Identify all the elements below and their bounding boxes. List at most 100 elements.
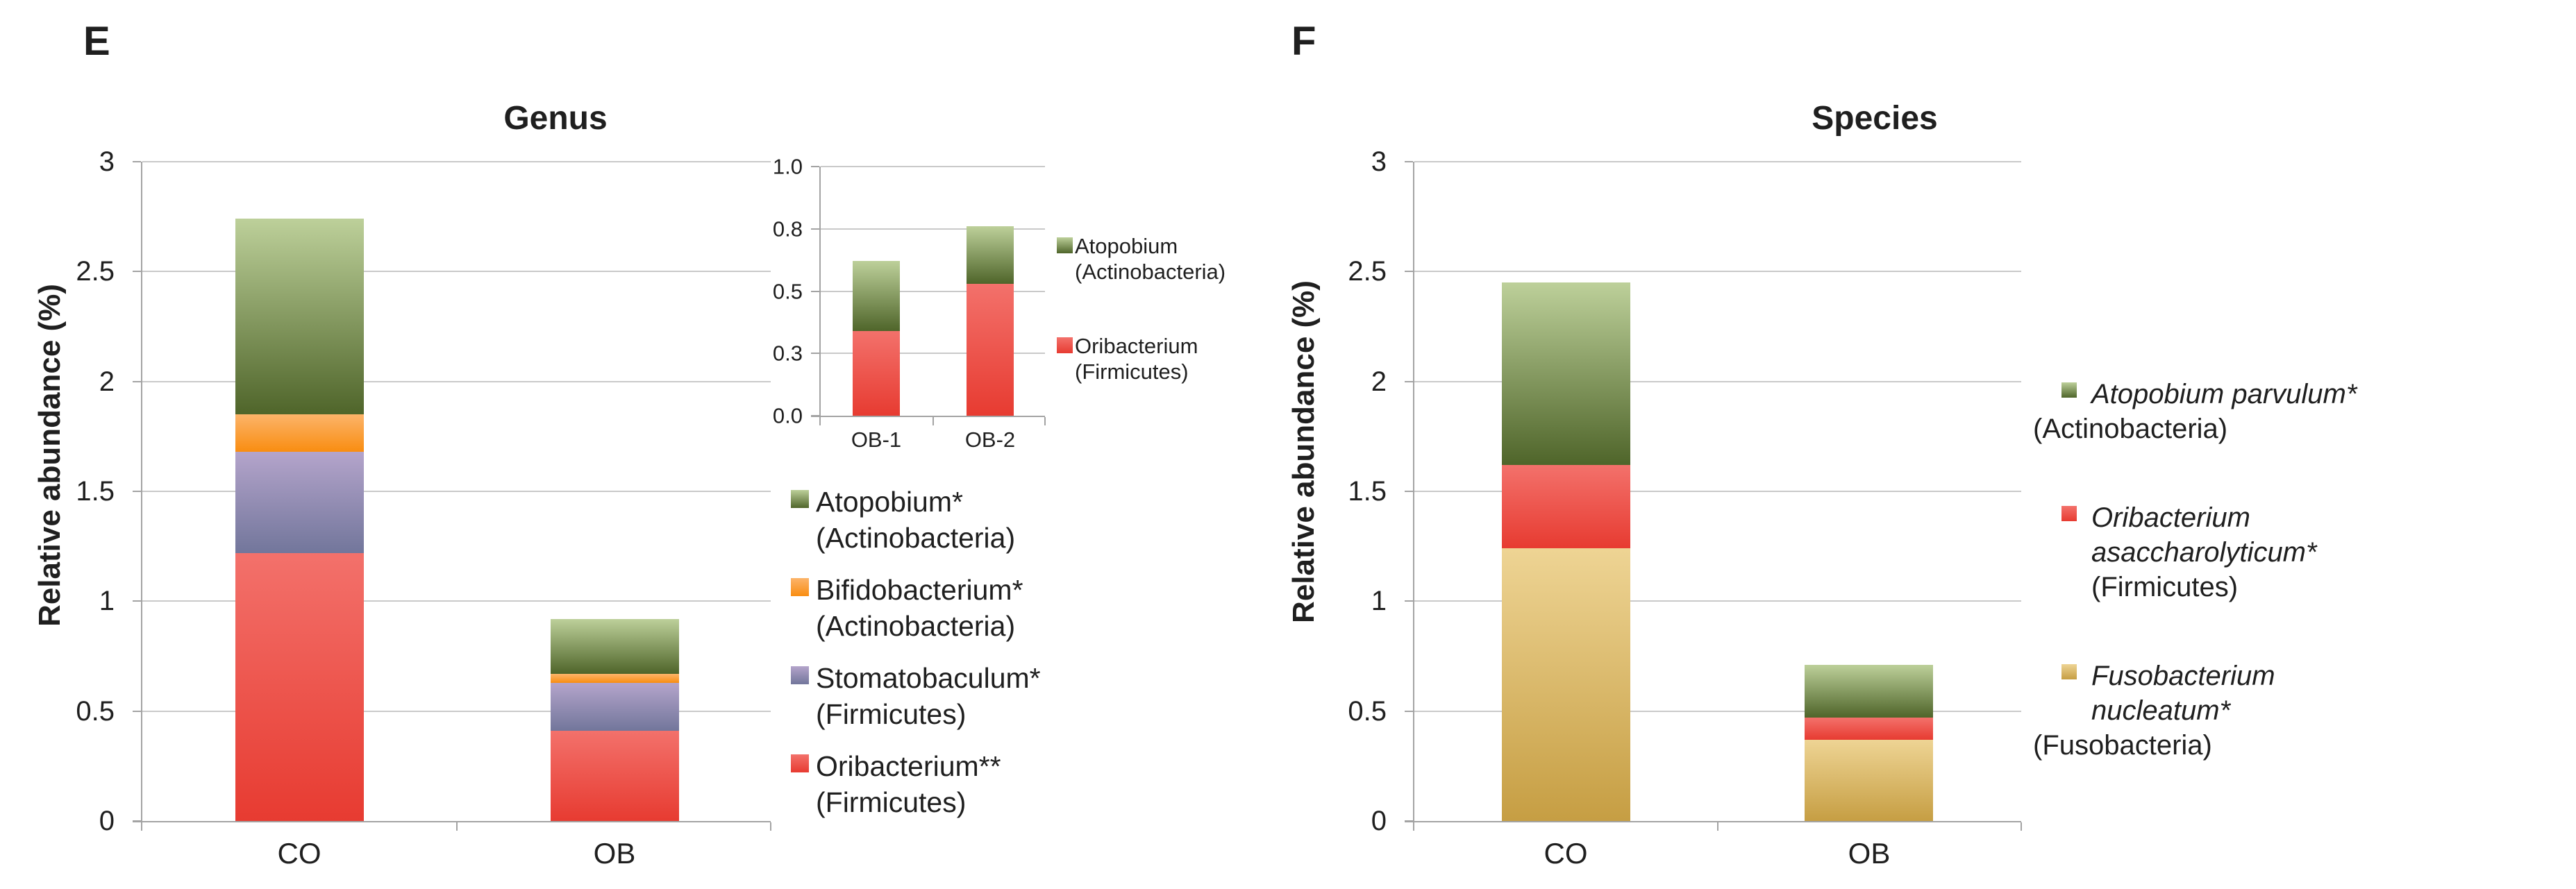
- y-tick-label: 0: [99, 806, 115, 836]
- bar-segment: [1805, 665, 1933, 718]
- gridline: [821, 228, 1045, 230]
- y-axis-tick: [811, 415, 819, 416]
- grid-layer: 0 0.5 1 1.5 2 2.5 3: [1348, 148, 2021, 835]
- y-tick-label: 2: [1371, 366, 1387, 397]
- legend-item-atopobium: Atopobium* (Actinobacteria): [791, 484, 1055, 556]
- legend-series-phylum: (Actinobacteria): [1075, 260, 1226, 284]
- species-legend: Atopobium parvulum* (Actinobacteria) Ori…: [2033, 377, 2366, 817]
- genus-category-ob: OB: [593, 837, 636, 870]
- x-axis-tick: [1717, 822, 1718, 831]
- legend-series-name: Atopobium parvulum*: [2091, 379, 2357, 409]
- y-tick-label: 0.5: [76, 695, 115, 727]
- gridline: [1414, 600, 2021, 602]
- x-axis-tick: [455, 822, 458, 831]
- y-axis-tick: [133, 271, 141, 273]
- bar-segment: [1805, 739, 1933, 821]
- atopobium-swatch-icon: [791, 490, 809, 508]
- legend-item-oribacterium-asaccharolyticum: Oribacterium asaccharolyticum* (Firmicut…: [2033, 500, 2366, 604]
- genus-legend: Atopobium* (Actinobacteria) Bifidobacter…: [791, 484, 1055, 836]
- y-axis-tick: [1405, 380, 1413, 382]
- legend-item-atopobium-inset: Atopobium (Actinobacteria): [1057, 233, 1286, 285]
- species-plot-area: 0 0.5 1 1.5 2 2.5 3: [1348, 148, 2022, 835]
- oribacterium-swatch-icon: [791, 754, 809, 772]
- gridline: [1414, 271, 2021, 273]
- gridline: [142, 380, 771, 382]
- bar-segment: [1502, 465, 1630, 549]
- bar-segment: [551, 731, 679, 821]
- legend-item-fusobacterium-nucleatum: Fusobacterium nucleatum* (Fusobacteria): [2033, 659, 2366, 763]
- y-tick-label: 1: [1371, 586, 1387, 617]
- bar-segment: [551, 673, 679, 683]
- gridline: [1414, 491, 2021, 492]
- y-tick-label: 0.5: [1348, 695, 1387, 727]
- legend-series-phylum: (Firmicutes): [2091, 572, 2239, 602]
- gridline: [142, 271, 771, 273]
- bar-segment: [853, 261, 900, 331]
- inset-category-ob1: OB-1: [851, 427, 902, 452]
- gridline: [1414, 380, 2021, 382]
- genus-bar-co: [235, 219, 364, 821]
- y-tick-label: 1.0: [772, 154, 803, 179]
- oribacterium-asaccharolyticum-swatch-icon: [2061, 506, 2077, 521]
- y-tick-label: 0.8: [772, 217, 803, 242]
- gridline: [142, 491, 771, 492]
- y-tick-label: 2.5: [1348, 256, 1387, 287]
- inset-bar-ob2: [967, 226, 1014, 416]
- bar-segment: [551, 682, 679, 731]
- x-axis-tick: [1413, 822, 1414, 831]
- y-axis-tick: [1405, 600, 1413, 602]
- legend-series-phylum: (Actinobacteria): [2033, 414, 2228, 444]
- y-tick-label: 0.0: [772, 403, 803, 428]
- y-tick-label: 0.3: [772, 341, 803, 366]
- legend-item-oribacterium: Oribacterium** (Firmicutes): [791, 748, 1055, 820]
- bar-segment: [235, 414, 364, 452]
- gridline: [1414, 710, 2021, 712]
- bar-segment: [853, 330, 900, 416]
- gridline: [142, 710, 771, 712]
- legend-series-name: Fusobacterium nucleatum*: [2091, 661, 2275, 726]
- y-axis-tick: [133, 491, 141, 492]
- bar-segment: [235, 219, 364, 415]
- species-category-ob: OB: [1848, 837, 1891, 870]
- genus-inset-legend: Atopobium (Actinobacteria) Oribacterium …: [1057, 233, 1286, 433]
- legend-item-bifidobacterium: Bifidobacterium* (Actinobacteria): [791, 572, 1055, 644]
- legend-series-phylum: (Actinobacteria): [816, 522, 1016, 554]
- y-axis-tick: [1405, 820, 1413, 822]
- genus-plot-area: 0 0.5 1 1.5 2 2.5 3: [76, 148, 771, 835]
- y-tick-label: 1: [99, 586, 115, 617]
- bar-segment: [235, 552, 364, 821]
- legend-series-name: Oribacterium: [1075, 334, 1198, 358]
- y-axis-tick: [811, 228, 819, 230]
- grid-layer: 0.0 0.3 0.5 0.8 1.0: [773, 156, 1045, 427]
- x-axis-tick: [141, 822, 142, 831]
- y-axis-tick: [811, 353, 819, 355]
- legend-series-phylum: (Firmicutes): [816, 698, 967, 730]
- gridline: [821, 353, 1045, 355]
- bar-segment: [967, 226, 1014, 284]
- x-axis-tick: [770, 822, 771, 831]
- legend-item-oribacterium-inset: Oribacterium (Firmicutes): [1057, 333, 1286, 384]
- legend-series-phylum: (Firmicutes): [1075, 359, 1189, 384]
- y-tick-label: 2.5: [76, 256, 115, 287]
- x-axis-tick: [1044, 417, 1046, 425]
- y-axis-tick: [811, 290, 819, 292]
- inset-bar-ob1: [853, 261, 900, 416]
- legend-series-phylum: (Actinobacteria): [816, 610, 1016, 642]
- bar-segment: [967, 283, 1014, 416]
- bar-segment: [1502, 548, 1630, 821]
- panel-f-letter: F: [1291, 19, 1316, 64]
- species-category-co: CO: [1544, 837, 1588, 870]
- y-tick-label: 0: [1371, 806, 1387, 836]
- panel-e-letter: E: [83, 19, 110, 64]
- species-chart-title: Species: [1812, 100, 1938, 137]
- gridline: [821, 290, 1045, 292]
- genus-chart-title: Genus: [503, 100, 608, 137]
- genus-bar-ob: [551, 618, 679, 821]
- legend-series-phylum: (Fusobacteria): [2033, 730, 2212, 761]
- gridline: [821, 166, 1045, 167]
- y-axis-tick: [133, 600, 141, 602]
- y-axis-tick: [1405, 271, 1413, 273]
- fusobacterium-nucleatum-swatch-icon: [2061, 664, 2077, 679]
- species-bar-ob: [1805, 665, 1933, 821]
